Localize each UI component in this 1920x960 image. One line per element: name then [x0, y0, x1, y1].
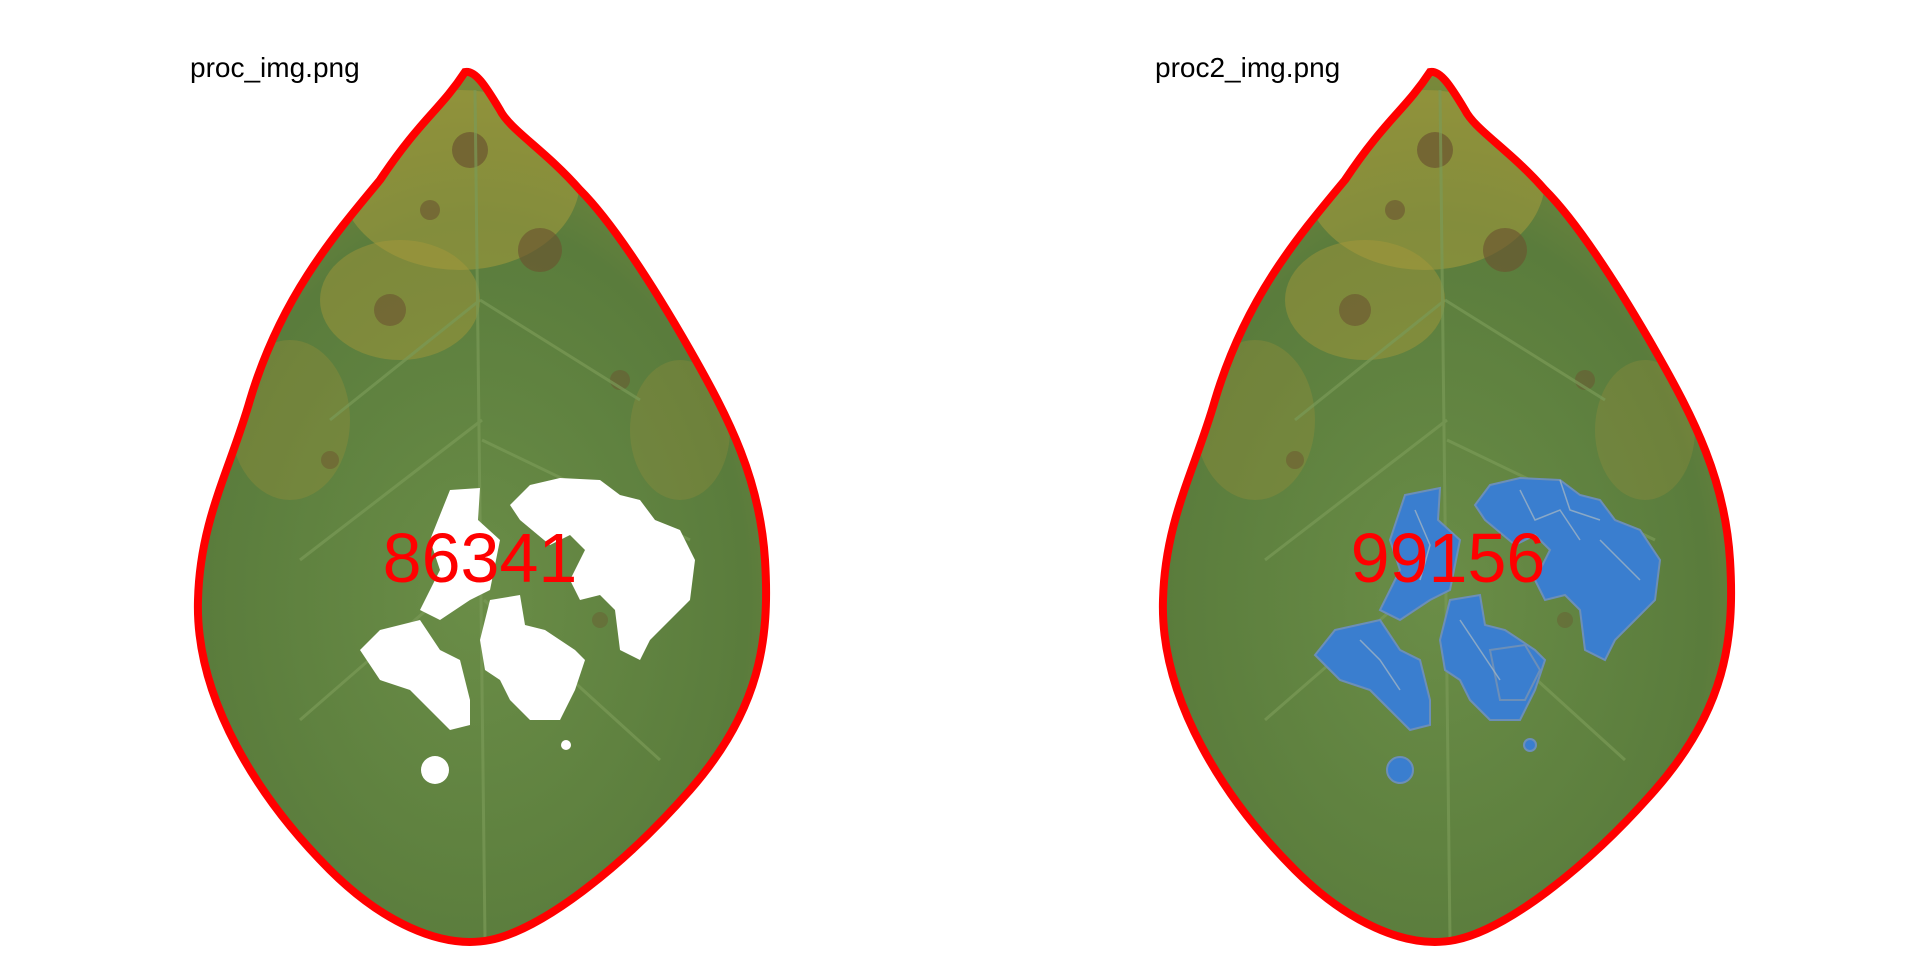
leaf-outline — [1158, 67, 1736, 946]
leaf-outline — [193, 67, 771, 946]
lesion-mask — [360, 478, 695, 784]
right-panel: proc2_img.png — [960, 0, 1920, 960]
panel-title: proc2_img.png — [1155, 52, 1341, 83]
panel-title: proc_img.png — [190, 52, 360, 83]
leaf-image: 99156 — [1158, 67, 1736, 946]
lesion-count-label: 99156 — [1351, 519, 1546, 597]
lesion-count-label: 86341 — [383, 519, 578, 597]
left-panel: proc_img.png — [190, 52, 771, 946]
leaf-image: 86341 — [193, 67, 771, 946]
lesion-highlight — [1313, 476, 1662, 784]
